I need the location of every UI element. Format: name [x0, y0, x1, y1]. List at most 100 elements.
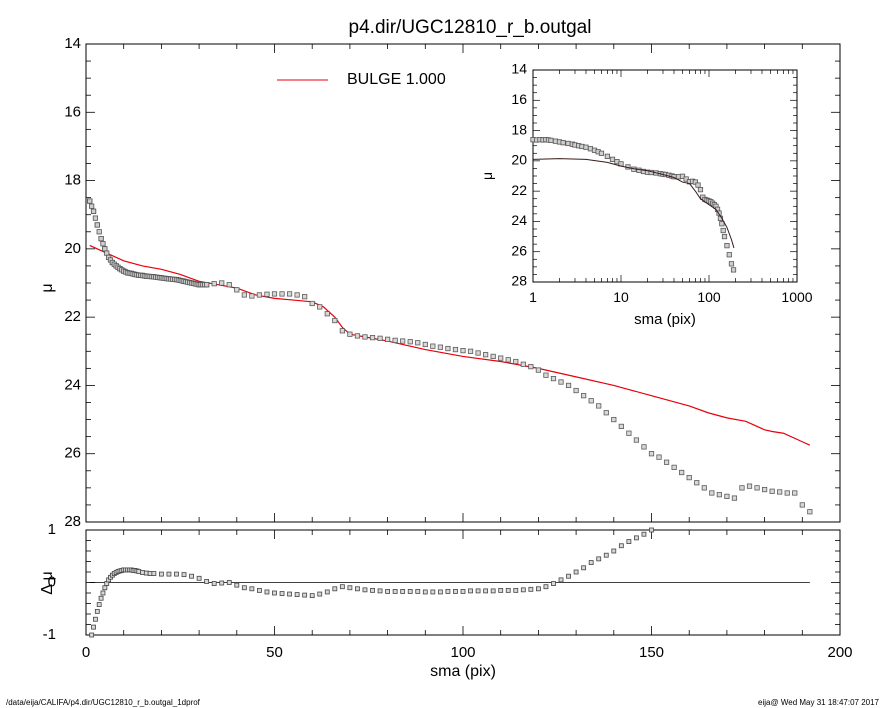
main-data-point	[362, 334, 368, 340]
main-data-point	[731, 495, 738, 501]
main-data-point	[467, 348, 474, 354]
residual-data-point	[536, 586, 541, 592]
residual-data-point	[603, 552, 609, 558]
main-data-point	[347, 331, 353, 337]
legend: BULGE 1.000	[277, 71, 446, 88]
residual-data-point	[174, 571, 179, 577]
inset-data-point	[730, 267, 737, 273]
main-data-point	[100, 241, 106, 247]
main-data-point	[754, 485, 760, 491]
inset-data-point	[724, 243, 730, 249]
residual-x-tick-label: 150	[639, 644, 664, 661]
main-y-label: μ	[39, 283, 56, 292]
main-axes: 14 16 18 20 22 24 26 28	[64, 35, 841, 530]
main-data-point	[256, 292, 263, 298]
residual-data-point	[634, 535, 639, 541]
main-data-point	[204, 282, 210, 288]
main-y-tick-label: 20	[64, 240, 81, 257]
main-data-point	[92, 215, 99, 221]
residual-data-point	[181, 572, 187, 578]
main-data-point	[618, 423, 624, 430]
main-data-point	[332, 317, 338, 324]
main-data-point	[565, 382, 572, 389]
inset-bulge-line-group	[532, 158, 735, 249]
residual-data-point	[649, 527, 654, 533]
main-y-tick-label: 28	[64, 513, 81, 530]
main-data-point	[415, 340, 421, 346]
residual-y-tick-label: 1	[48, 521, 56, 538]
inset-data-point	[560, 140, 566, 146]
main-data-point	[588, 398, 594, 404]
residual-data-point	[241, 585, 247, 591]
main-data-point	[369, 335, 376, 341]
residual-data-point	[611, 548, 617, 554]
main-data-point	[89, 203, 95, 209]
residual-data-point	[588, 560, 594, 565]
main-data-point	[716, 492, 722, 498]
main-y-tick-label: 18	[64, 172, 81, 189]
inset-data-point	[697, 187, 704, 193]
main-data-point	[603, 410, 609, 416]
residual-data-point	[272, 590, 277, 596]
residual-data-point	[437, 589, 443, 595]
residual-data-point	[98, 595, 104, 601]
residual-data-point	[641, 531, 647, 537]
main-data-points	[87, 198, 813, 515]
inset-y-tick-label: 14	[511, 61, 527, 77]
main-data-point	[596, 403, 602, 409]
main-data-point	[483, 352, 489, 358]
inset-data-point	[728, 261, 735, 267]
residual-data-point	[490, 588, 496, 594]
main-data-point	[430, 343, 436, 349]
main-data-point	[498, 355, 504, 361]
residual-data-point	[377, 588, 383, 594]
main-data-point	[249, 293, 255, 299]
main-data-point	[437, 344, 443, 350]
main-data-point	[633, 437, 640, 443]
main-data-point	[90, 208, 97, 214]
main-x-label: sma (pix)	[430, 663, 496, 680]
residual-data-point	[505, 587, 511, 593]
main-data-point	[641, 444, 647, 450]
inset-x-label: sma (pix)	[634, 311, 696, 328]
inset-data-point	[692, 179, 698, 185]
inset-data-point	[565, 140, 571, 147]
residual-data-point	[422, 589, 428, 595]
main-y-tick-label: 16	[64, 103, 81, 120]
main-data-point	[799, 502, 805, 508]
residual-panel: -1 0 1 0 50 100 150 200 Δ μ sma (pix)	[39, 521, 853, 680]
main-data-point	[317, 304, 323, 310]
main-data-point	[87, 198, 93, 204]
inset-data-point	[548, 137, 554, 144]
residual-data-point	[573, 569, 579, 575]
residual-data-point	[513, 587, 519, 593]
inset-plot-frame	[532, 69, 798, 283]
residual-data-point	[347, 585, 353, 591]
main-data-point	[264, 291, 270, 297]
main-data-point	[739, 485, 745, 491]
residual-data-point	[309, 593, 315, 599]
residual-data-point	[543, 584, 549, 590]
main-y-tick-label: 26	[64, 445, 81, 462]
inset-y-label: μ	[479, 172, 495, 180]
main-panel: 14 16 18 20 22 24 26 28 μ BULGE 1.000	[39, 35, 841, 530]
main-data-point	[286, 291, 293, 297]
residual-data-point	[317, 591, 323, 597]
chart-title: p4.dir/UGC12810_r_b.outgal	[349, 17, 592, 38]
main-data-point	[724, 493, 730, 499]
main-data-point	[98, 236, 104, 242]
residual-data-point	[355, 586, 360, 592]
residual-data-point	[234, 582, 240, 588]
inset-x-tick-label: 100	[697, 289, 721, 305]
residual-data-point	[226, 580, 232, 585]
inset-data-point	[679, 173, 686, 179]
main-data-point	[407, 339, 413, 345]
residual-data-point	[189, 573, 194, 579]
residual-data-point	[468, 588, 473, 594]
residual-data-point	[302, 592, 308, 598]
residual-data-point	[483, 588, 489, 594]
inset-axes: 14 16 18 20 22 24 26 281 10 100 1000	[511, 61, 812, 305]
residual-data-point	[407, 589, 413, 594]
main-data-point	[309, 300, 315, 307]
